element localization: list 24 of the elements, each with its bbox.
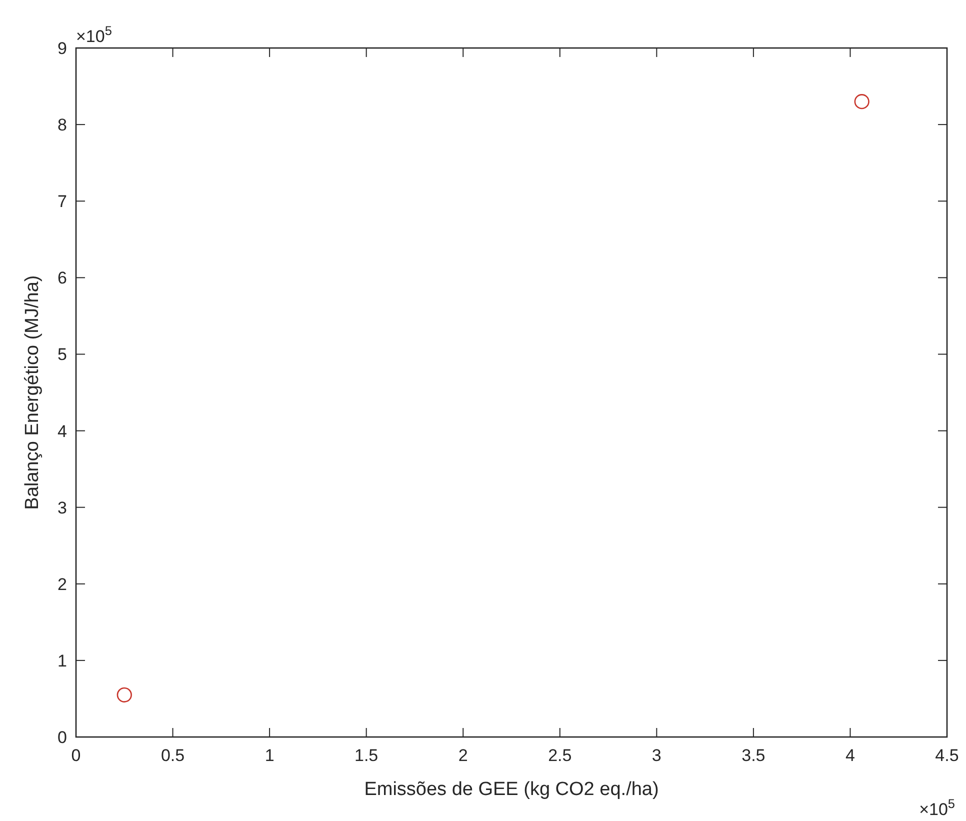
x-tick-label: 1.5 (354, 746, 378, 765)
x-tick-label: 0.5 (160, 746, 185, 765)
x-tick-label: 2.5 (548, 746, 572, 765)
x-tick-label: 4 (845, 746, 855, 765)
text: ×10$^{5}$ (76, 22, 112, 46)
y-tick-label: 4 (58, 422, 67, 441)
y-tick-label: 7 (58, 192, 67, 212)
x-tick-label: 3.5 (742, 746, 766, 765)
y-tick-label: 1 (58, 651, 67, 670)
y-tick-label: 2 (58, 574, 67, 594)
x-axis-title: Emissões de GEE (kg CO2 eq./ha) (364, 779, 659, 800)
x-tick-label: 1 (264, 746, 274, 765)
y-axis-title: Balanço Energético (MJ/ha) (22, 275, 43, 510)
text: ×10$^{5}$ (919, 796, 955, 819)
y-tick-label: 0 (58, 728, 67, 747)
y-tick-label: 6 (58, 268, 67, 288)
y-tick-label: 9 (58, 39, 67, 58)
x-tick-label: 3 (652, 746, 662, 765)
x-tick-label: 2 (458, 746, 468, 765)
y-tick-label: 5 (58, 345, 67, 364)
y-tick-label: 3 (58, 498, 67, 518)
y-tick-label: 8 (58, 116, 67, 135)
x-tick-label: 0 (71, 746, 81, 765)
x-tick-label: 4.5 (935, 746, 959, 765)
